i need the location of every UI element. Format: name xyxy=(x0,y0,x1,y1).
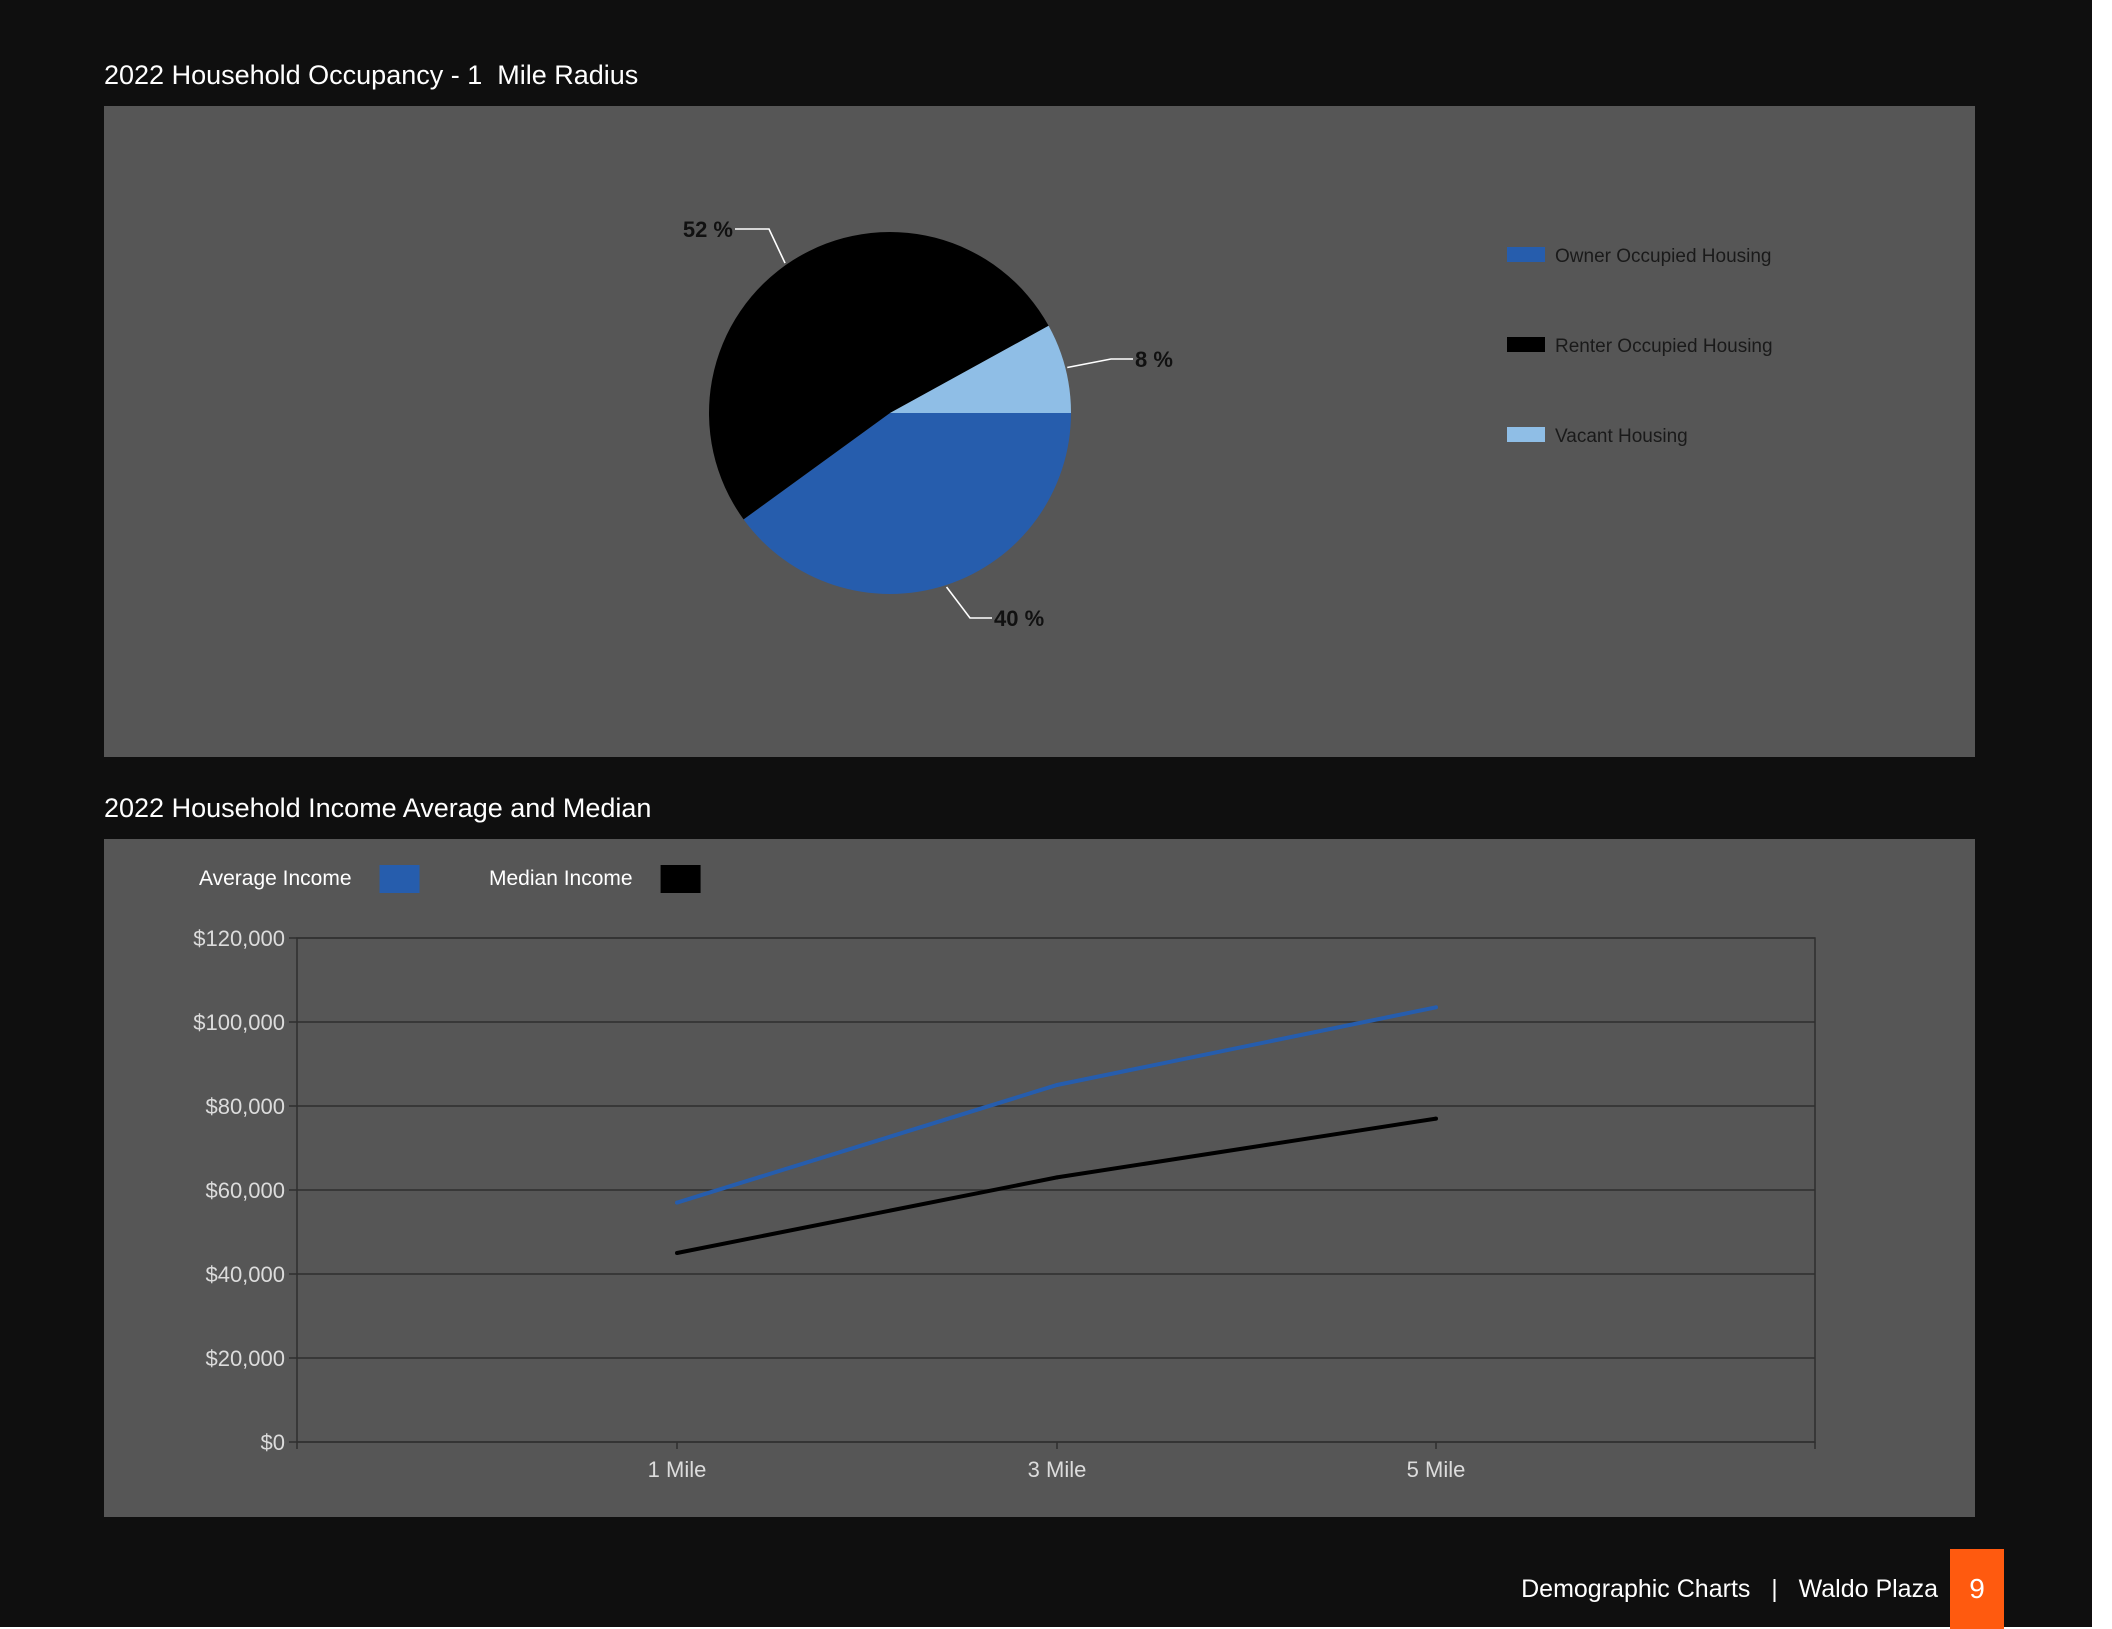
footer-section: Demographic Charts xyxy=(1521,1575,1751,1603)
y-tick-label: $100,000 xyxy=(193,1010,285,1035)
income-chart-panel: $0 $20,000 $40,000 $60,000 $80,000 $100,000 $1… xyxy=(104,839,1975,1517)
income-line-chart: $0 $20,000 $40,000 $60,000 $80,000 $100,000 $1… xyxy=(193,865,1816,1482)
pie-slice-renter-occupied-housing xyxy=(709,232,1049,520)
y-tick-label: $80,000 xyxy=(205,1094,285,1119)
pie-label-vacant-housing: 8 % xyxy=(1135,347,1173,372)
occupancy-pie-chart: 40 % 52 % 8 % Owner Occupied Housing Renter … xyxy=(683,217,1773,631)
data-point-median-income xyxy=(1055,1175,1059,1180)
legend-swatch-median-income xyxy=(660,865,701,893)
pie-leader-owner-occupied-housing xyxy=(945,586,992,619)
y-tick-label: $60,000 xyxy=(205,1178,285,1203)
legend-swatch-average-income xyxy=(379,865,420,893)
pie-label-owner-occupied-housing: 40 % xyxy=(994,606,1044,631)
pie-slice-owner-occupied-housing xyxy=(743,413,1071,594)
pie-label-renter-occupied-housing: 52 % xyxy=(683,217,733,242)
legend-label-owner-occupied-housing: Owner Occupied Housing xyxy=(1555,246,1772,267)
page-footer: Demographic Charts | Waldo Plaza 9 xyxy=(1480,1549,2004,1629)
legend-swatch-vacant-housing xyxy=(1507,427,1545,442)
page-number: 9 xyxy=(1950,1549,2004,1629)
legend-label-vacant-housing: Vacant Housing xyxy=(1555,426,1688,447)
y-tick-label: $120,000 xyxy=(193,926,285,951)
y-tick-label: $20,000 xyxy=(205,1346,285,1371)
footer-separator: | xyxy=(1771,1575,1778,1603)
footer-text: Demographic Charts | Waldo Plaza xyxy=(1521,1549,1938,1629)
legend-swatch-owner-occupied-housing xyxy=(1507,247,1545,262)
occupancy-chart-panel: 40 % 52 % 8 % Owner Occupied Housing Renter … xyxy=(104,106,1975,757)
page-right-edge xyxy=(2092,0,2112,1629)
x-tick-label: 3 Mile xyxy=(1028,1457,1087,1482)
footer-property: Waldo Plaza xyxy=(1798,1575,1938,1603)
data-point-average-income xyxy=(675,1200,679,1205)
legend-label-median-income: Median Income xyxy=(489,867,633,890)
series-line-average-income xyxy=(676,1005,1437,1205)
pie-slice-vacant-housing xyxy=(890,325,1071,413)
y-tick-label: $40,000 xyxy=(205,1262,285,1287)
data-point-average-income xyxy=(1434,1005,1438,1010)
data-point-average-income xyxy=(1055,1083,1059,1087)
pie-leader-renter-occupied-housing xyxy=(735,228,786,264)
plot-area-border xyxy=(296,937,1816,1443)
page-bottom-edge xyxy=(0,1627,2112,1629)
series-line-median-income xyxy=(676,1116,1437,1255)
legend-swatch-renter-occupied-housing xyxy=(1507,337,1545,352)
data-point-median-income xyxy=(675,1251,679,1255)
occupancy-chart-title: 2022 Household Occupancy - 1 Mile Radius xyxy=(104,60,639,90)
legend-label-renter-occupied-housing: Renter Occupied Housing xyxy=(1555,336,1773,357)
data-point-median-income xyxy=(1434,1116,1438,1121)
income-chart-title: 2022 Household Income Average and Median xyxy=(104,793,652,823)
y-tick-label: $0 xyxy=(261,1430,285,1455)
pie-leader-vacant-housing xyxy=(1067,358,1133,369)
x-tick-label: 1 Mile xyxy=(648,1457,707,1482)
x-tick-label: 5 Mile xyxy=(1407,1457,1466,1482)
legend-label-average-income: Average Income xyxy=(199,867,352,890)
